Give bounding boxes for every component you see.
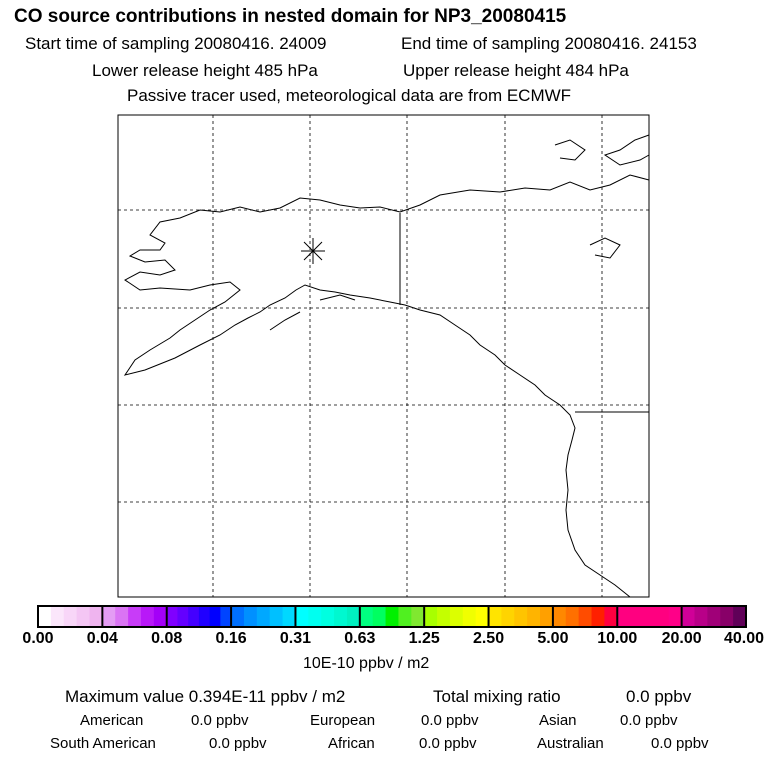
colorbar-swatch (424, 606, 438, 627)
colorbar-tick-label: 10.00 (597, 630, 638, 647)
region-value: 0.0 ppbv (421, 712, 479, 729)
colorbar-swatch (643, 606, 657, 627)
colorbar-tick-label: 40.00 (723, 630, 765, 647)
colorbar-swatch (38, 606, 52, 627)
maximum-value: Maximum value 0.394E-11 ppbv / m2 (65, 687, 346, 706)
colorbar-swatch (411, 606, 425, 627)
region-value: 0.0 ppbv (620, 712, 678, 729)
colorbar-tick-label: 0.63 (344, 630, 376, 647)
colorbar-swatch (63, 606, 78, 627)
tracer-info: Passive tracer used, meteorological data… (127, 86, 572, 105)
colorbar-swatch (514, 606, 528, 627)
map-frame (117, 114, 650, 598)
colorbar-swatch (209, 606, 221, 627)
colorbar-swatch (166, 606, 178, 627)
region-name: Asian (539, 712, 577, 729)
colorbar-tick-label: 2.50 (472, 630, 505, 647)
colorbar-swatch (462, 606, 477, 627)
total-mixing-ratio-label: Total mixing ratio (433, 687, 561, 706)
colorbar-swatch (153, 606, 168, 627)
plot-title: CO source contributions in nested domain… (14, 6, 567, 27)
colorbar-swatch (488, 606, 502, 627)
region-value: 0.0 ppbv (419, 735, 477, 752)
total-mixing-ratio-value: 0.0 ppbv (626, 687, 692, 706)
colorbar-swatch (282, 606, 296, 627)
region-value: 0.0 ppbv (191, 712, 249, 729)
colorbar-swatch (321, 606, 335, 627)
colorbar-swatch (385, 606, 399, 627)
colorbar-swatch (578, 606, 593, 627)
colorbar-swatch (188, 606, 200, 627)
colorbar-swatch (198, 606, 211, 627)
start-time: Start time of sampling 20080416. 24009 (25, 34, 327, 53)
release-location-marker (301, 238, 325, 264)
colorbar-swatch (552, 606, 567, 627)
colorbar-swatch (128, 606, 142, 627)
colorbar-swatch (527, 606, 541, 627)
colorbar-swatch (694, 606, 708, 627)
colorbar-swatch (707, 606, 721, 627)
colorbar-swatch (630, 606, 644, 627)
colorbar-tick-label: 0.04 (86, 630, 118, 647)
colorbar-swatch (565, 606, 580, 627)
colorbar-swatch (591, 606, 605, 627)
colorbar-swatch (231, 606, 245, 627)
colorbar-swatch (256, 606, 271, 627)
colorbar-tick-label: 0.31 (279, 630, 312, 647)
colorbar-swatch (359, 606, 374, 627)
colorbar-swatch (540, 606, 554, 627)
region-value: 0.0 ppbv (651, 735, 709, 752)
region-name: African (328, 735, 375, 752)
colorbar-unit: 10E-10 ppbv / m2 (303, 655, 430, 672)
colorbar-swatch (604, 606, 618, 627)
colorbar-swatch (243, 606, 258, 627)
colorbar-swatch (501, 606, 515, 627)
colorbar-tick-label: 1.25 (408, 630, 440, 647)
colorbar-swatch (220, 606, 232, 627)
colorbar-swatch (269, 606, 284, 627)
colorbar-swatch (398, 606, 412, 627)
region-name: European (310, 712, 376, 729)
colorbar-swatch (668, 606, 683, 627)
colorbar (37, 605, 747, 628)
colorbar-swatch (372, 606, 387, 627)
colorbar-swatch (437, 606, 451, 627)
colorbar-swatch (617, 606, 631, 627)
colorbar-swatch (177, 606, 189, 627)
region-name: American (80, 712, 144, 729)
colorbar-swatch (102, 606, 116, 627)
colorbar-swatch (89, 606, 103, 627)
colorbar-swatch (733, 606, 747, 627)
end-time: End time of sampling 20080416. 24153 (401, 34, 697, 53)
region-value: 0.0 ppbv (209, 735, 267, 752)
colorbar-swatch (308, 606, 322, 627)
colorbar-swatch (334, 606, 348, 627)
colorbar-swatch (475, 606, 490, 627)
colorbar-frame (37, 605, 747, 628)
coastlines (123, 134, 650, 598)
colorbar-tick-label: 5.00 (537, 630, 569, 647)
region-name: South American (50, 735, 156, 752)
colorbar-swatch (295, 606, 309, 627)
graticule (118, 115, 649, 597)
colorbar-tick-label: 0.00 (22, 630, 54, 647)
colorbar-tick-label: 20.00 (661, 630, 702, 647)
colorbar-swatch (681, 606, 696, 627)
colorbar-swatch (115, 606, 129, 627)
colorbar-swatch (50, 606, 65, 627)
upper-release-height: Upper release height 484 hPa (403, 61, 629, 80)
colorbar-swatch (720, 606, 734, 627)
lower-release-height: Lower release height 485 hPa (92, 61, 318, 80)
colorbar-swatch (140, 606, 155, 627)
region-name: Australian (537, 735, 604, 752)
colorbar-swatch (655, 606, 670, 627)
colorbar-tick-label: 0.16 (215, 630, 247, 647)
colorbar-swatch (449, 606, 464, 627)
colorbar-swatch (346, 606, 361, 627)
colorbar-tick-label: 0.08 (151, 630, 183, 647)
colorbar-swatch (76, 606, 90, 627)
